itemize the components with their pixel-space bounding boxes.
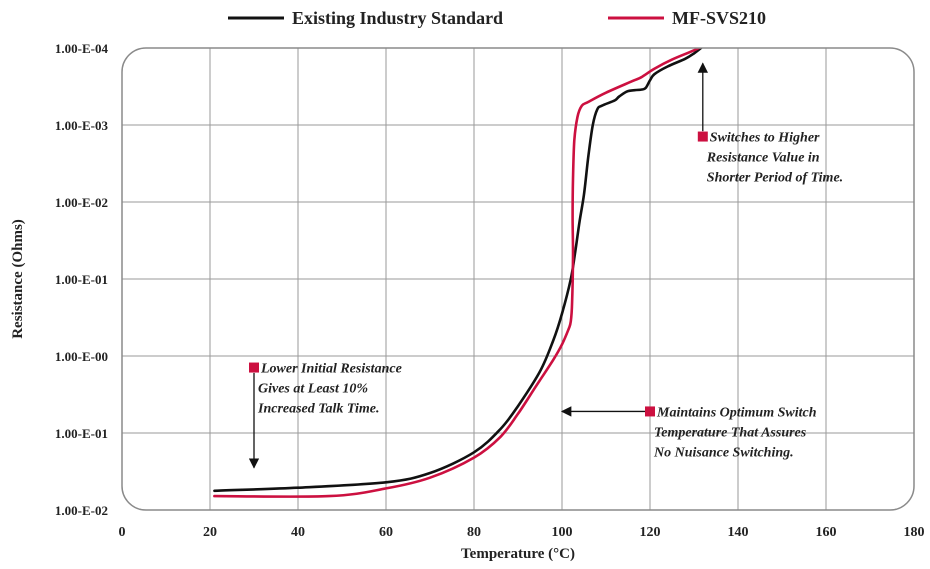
annotation-text-line: Resistance Value in <box>706 151 820 166</box>
x-tick-label: 0 <box>119 525 126 540</box>
y-tick-label: 1.00-E-04 <box>55 41 109 56</box>
x-tick-label: 20 <box>203 525 217 540</box>
x-tick-label: 140 <box>728 525 749 540</box>
series-line-mf-svs210 <box>213 48 810 498</box>
annotation-text-line: Lower Initial Resistance <box>260 362 402 377</box>
annotation-marker <box>645 406 655 417</box>
x-tick-label: 160 <box>816 525 837 540</box>
y-tick-label: 1.00-E-01 <box>55 272 108 287</box>
y-tick-label: 1.00-E-00 <box>55 349 108 364</box>
annotations: Lower Initial Resistance Gives at Least 1… <box>248 62 843 469</box>
x-tick-label: 80 <box>467 525 481 540</box>
annotation-text-line: Shorter Period of Time. <box>707 171 843 186</box>
annotation-text-line: Temperature That Assures <box>654 425 807 440</box>
x-tick-label: 120 <box>640 525 661 540</box>
annotation-text-line: No Nuisance Switching. <box>653 445 794 460</box>
x-tick-label: 180 <box>904 525 925 540</box>
x-tick-labels: 0 20 40 60 80 100 120 140 160 180 <box>119 525 925 540</box>
plot-frame <box>121 47 915 511</box>
annotation-3: Switches to Higher Resistance Value in Sho… <box>697 62 843 186</box>
y-axis-title: Resistance (Ohms) <box>10 219 26 339</box>
annotation-text-line: Maintains Optimum Switch <box>656 405 817 420</box>
annotation-text-line: Increased Talk Time. <box>257 402 379 417</box>
annotation-marker <box>697 131 708 142</box>
series-layer <box>213 48 810 498</box>
y-tick-label: 1.00-E-03 <box>55 118 109 133</box>
y-tick-labels: 1.00-E-02 1.00-E-01 1.00-E-00 1.00-E-01 1.00… <box>55 41 109 518</box>
x-tick-label: 40 <box>291 525 305 540</box>
legend-label-existing-standard: Existing Industry Standard <box>292 8 503 28</box>
grid <box>122 48 914 510</box>
x-axis-title: Temperature (°C) <box>461 546 575 562</box>
y-tick-label: 1.00-E-02 <box>55 195 108 210</box>
x-tick-label: 60 <box>379 525 393 540</box>
legend-label-mf-svs210: MF-SVS210 <box>672 8 766 28</box>
annotation-1: Lower Initial Resistance Gives at Least 1… <box>248 362 402 469</box>
annotation-text-line: Gives at Least 10% <box>258 382 368 397</box>
legend: Existing Industry Standard MF-SVS210 <box>228 8 766 28</box>
annotation-marker <box>249 362 259 373</box>
y-tick-label: 1.00-E-02 <box>55 503 108 518</box>
series-line-existing-standard <box>213 48 806 493</box>
annotation-text-line: Switches to Higher <box>710 131 820 146</box>
x-tick-label: 100 <box>552 525 573 540</box>
y-tick-label: 1.00-E-01 <box>55 426 108 441</box>
annotation-2: Maintains Optimum Switch Temperature That… <box>560 405 817 460</box>
